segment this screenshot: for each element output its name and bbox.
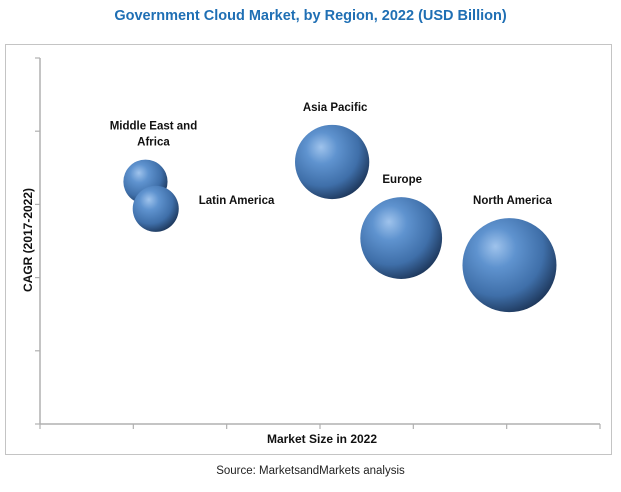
source-note: Source: MarketsandMarkets analysis — [216, 465, 405, 477]
x-axis-label: Market Size in 2022 — [267, 432, 377, 446]
bubble-europe — [360, 197, 443, 279]
chart-title: Government Cloud Market, by Region, 2022… — [114, 8, 507, 24]
label-middle-east-and-africa-line1: Middle East and — [110, 121, 198, 133]
bubbles — [123, 124, 557, 313]
label-latin-america: Latin America — [199, 195, 275, 207]
axes — [35, 57, 601, 429]
label-north-america: North America — [473, 195, 552, 207]
chart-frame — [5, 44, 612, 455]
bubble-north-america — [462, 218, 557, 313]
label-middle-east-and-africa-line2: Africa — [137, 137, 170, 149]
bubble-asia-pacific — [295, 124, 370, 200]
label-asia-pacific: Asia Pacific — [303, 102, 368, 114]
bubble-latin-america — [132, 185, 179, 232]
bubble-labels: Middle East and Africa Latin America Asia P… — [110, 102, 553, 207]
label-europe: Europe — [382, 174, 422, 186]
y-axis-label: CAGR (2017-2022) — [21, 188, 35, 292]
